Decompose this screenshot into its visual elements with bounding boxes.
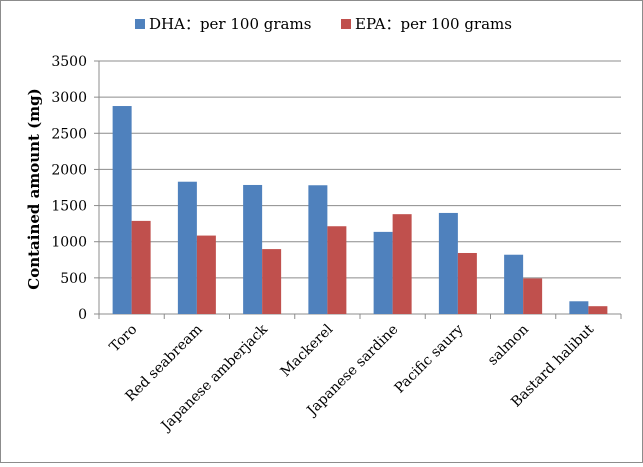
legend-label-dha: DHA：per 100 grams <box>149 15 311 33</box>
bar-dha-1 <box>177 181 197 314</box>
bar-dha-7 <box>569 301 589 314</box>
bars <box>112 106 608 314</box>
bar-dha-2 <box>243 184 263 314</box>
bar-dha-4 <box>373 231 393 314</box>
x-tick-label-0: Toro <box>107 322 141 356</box>
bar-dha-3 <box>308 185 328 314</box>
bar-epa-5 <box>457 252 477 314</box>
x-tick-label-3: Mackerel <box>278 321 337 380</box>
bar-dha-0 <box>112 106 132 314</box>
bar-dha-6 <box>504 254 524 314</box>
legend-label-epa: EPA：per 100 grams <box>355 15 512 33</box>
bar-epa-4 <box>392 214 412 314</box>
y-tick-label-500: 500 <box>60 271 87 287</box>
bar-dha-5 <box>438 212 458 314</box>
y-tick-label-1000: 1000 <box>51 235 87 251</box>
y-tick-label-2500: 2500 <box>51 126 87 142</box>
bar-epa-3 <box>327 226 347 314</box>
gridlines <box>99 60 621 279</box>
legend: DHA：per 100 grams EPA：per 100 grams <box>135 15 512 33</box>
legend-swatch-epa <box>341 19 351 29</box>
x-tick-label-2: Japanese amberjack <box>157 321 271 435</box>
bar-epa-1 <box>196 235 216 314</box>
legend-swatch-dha <box>135 19 145 29</box>
y-tick-label-2000: 2000 <box>51 162 87 178</box>
x-tick-label-5: Pacific saury <box>392 321 467 396</box>
y-tick-label-3500: 3500 <box>51 54 87 70</box>
y-tick-label-3000: 3000 <box>51 90 87 106</box>
x-tick-label-6: salmon <box>485 322 532 369</box>
y-tick-label-0: 0 <box>78 307 87 323</box>
bar-epa-6 <box>523 278 543 314</box>
bar-epa-2 <box>262 249 282 314</box>
y-axis-label: Contained amount (mg) <box>25 88 43 289</box>
y-tick-labels: 0 500 1000 1500 2000 2500 3000 3500 <box>51 54 87 323</box>
bar-epa-0 <box>131 220 151 314</box>
y-tick-label-1500: 1500 <box>51 199 87 215</box>
bar-epa-7 <box>588 306 608 314</box>
